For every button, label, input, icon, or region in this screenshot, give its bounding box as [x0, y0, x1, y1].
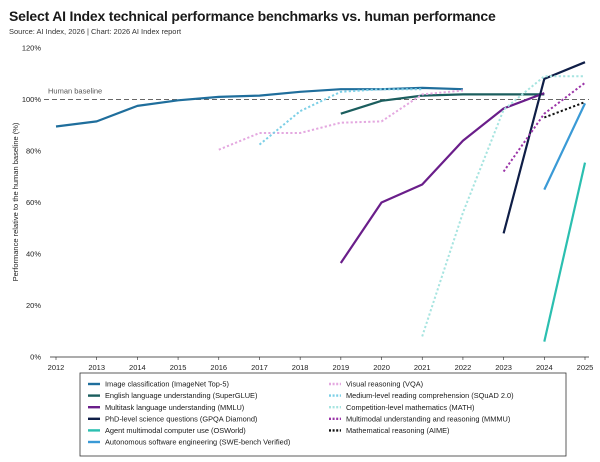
- series-line: [421, 75, 585, 337]
- series-line: [502, 82, 586, 173]
- series-line: [218, 89, 463, 151]
- x-tick-label: 2018: [292, 363, 309, 372]
- x-tick-label: 2025: [577, 363, 594, 372]
- x-tick-label: 2021: [414, 363, 431, 372]
- legend: Image classification (ImageNet Top-5) Eng…: [79, 372, 567, 457]
- x-tick-label: 2024: [536, 363, 553, 372]
- x-tick-label: 2016: [210, 363, 227, 372]
- series-line: [339, 92, 545, 264]
- y-axis-label: Performance relative to the human baseli…: [11, 122, 20, 281]
- series-line: [543, 162, 587, 342]
- y-tick-label: 100%: [22, 95, 42, 104]
- y-tick-label: 0%: [30, 353, 41, 362]
- series-line: [340, 93, 545, 115]
- legend-label: English language understanding (SuperGLU…: [105, 391, 257, 400]
- y-tick-label: 60%: [26, 198, 41, 207]
- series-line: [258, 88, 423, 146]
- x-tick-label: 2022: [455, 363, 472, 372]
- legend-label: Image classification (ImageNet Top-5): [105, 380, 229, 389]
- legend-label: Medium-level reading comprehension (SQuA…: [346, 391, 514, 400]
- x-tick-label: 2014: [129, 363, 146, 372]
- legend-label: Agent multimodal computer use (OSWorld): [105, 426, 246, 435]
- chart-title: Select AI Index technical performance be…: [9, 8, 496, 24]
- human-baseline-label: Human baseline: [48, 87, 102, 96]
- legend-label: Multimodal understanding and reasoning (…: [346, 414, 510, 423]
- legend-label: Visual reasoning (VQA): [346, 380, 423, 389]
- y-tick-label: 80%: [26, 147, 41, 156]
- x-tick-label: 2023: [495, 363, 512, 372]
- series-lines: [55, 61, 587, 342]
- legend-label: PhD-level science questions (GPQA Diamon…: [105, 414, 257, 423]
- legend-label: Mathematical reasoning (AIME): [346, 426, 450, 435]
- x-tick-label: 2015: [170, 363, 187, 372]
- y-tick-label: 40%: [26, 250, 41, 259]
- legend-label: Autonomous software engineering (SWE-ben…: [105, 438, 290, 447]
- legend-box: [79, 372, 567, 457]
- series-line: [543, 101, 586, 119]
- x-tick-label: 2019: [333, 363, 350, 372]
- series-line: [55, 86, 463, 128]
- human-baseline: Human baseline: [44, 87, 589, 100]
- x-tick-label: 2017: [251, 363, 268, 372]
- y-tick-label: 20%: [26, 301, 41, 310]
- chart-subtitle: Source: AI Index, 2026 | Chart: 2026 AI …: [9, 27, 182, 36]
- series-line: [502, 61, 586, 234]
- x-tick-label: 2012: [48, 363, 65, 372]
- x-tick-label: 2020: [373, 363, 390, 372]
- series-line: [543, 102, 586, 191]
- legend-label: Competition-level mathematics (MATH): [346, 403, 474, 412]
- tick-labels: 0% 20% 40% 60% 80% 100% 120% 2012 2013 2014 2015 20…: [22, 44, 594, 373]
- x-tick-label: 2013: [88, 363, 105, 372]
- y-tick-label: 120%: [22, 44, 42, 53]
- legend-label: Multitask language understanding (MMLU): [105, 403, 244, 412]
